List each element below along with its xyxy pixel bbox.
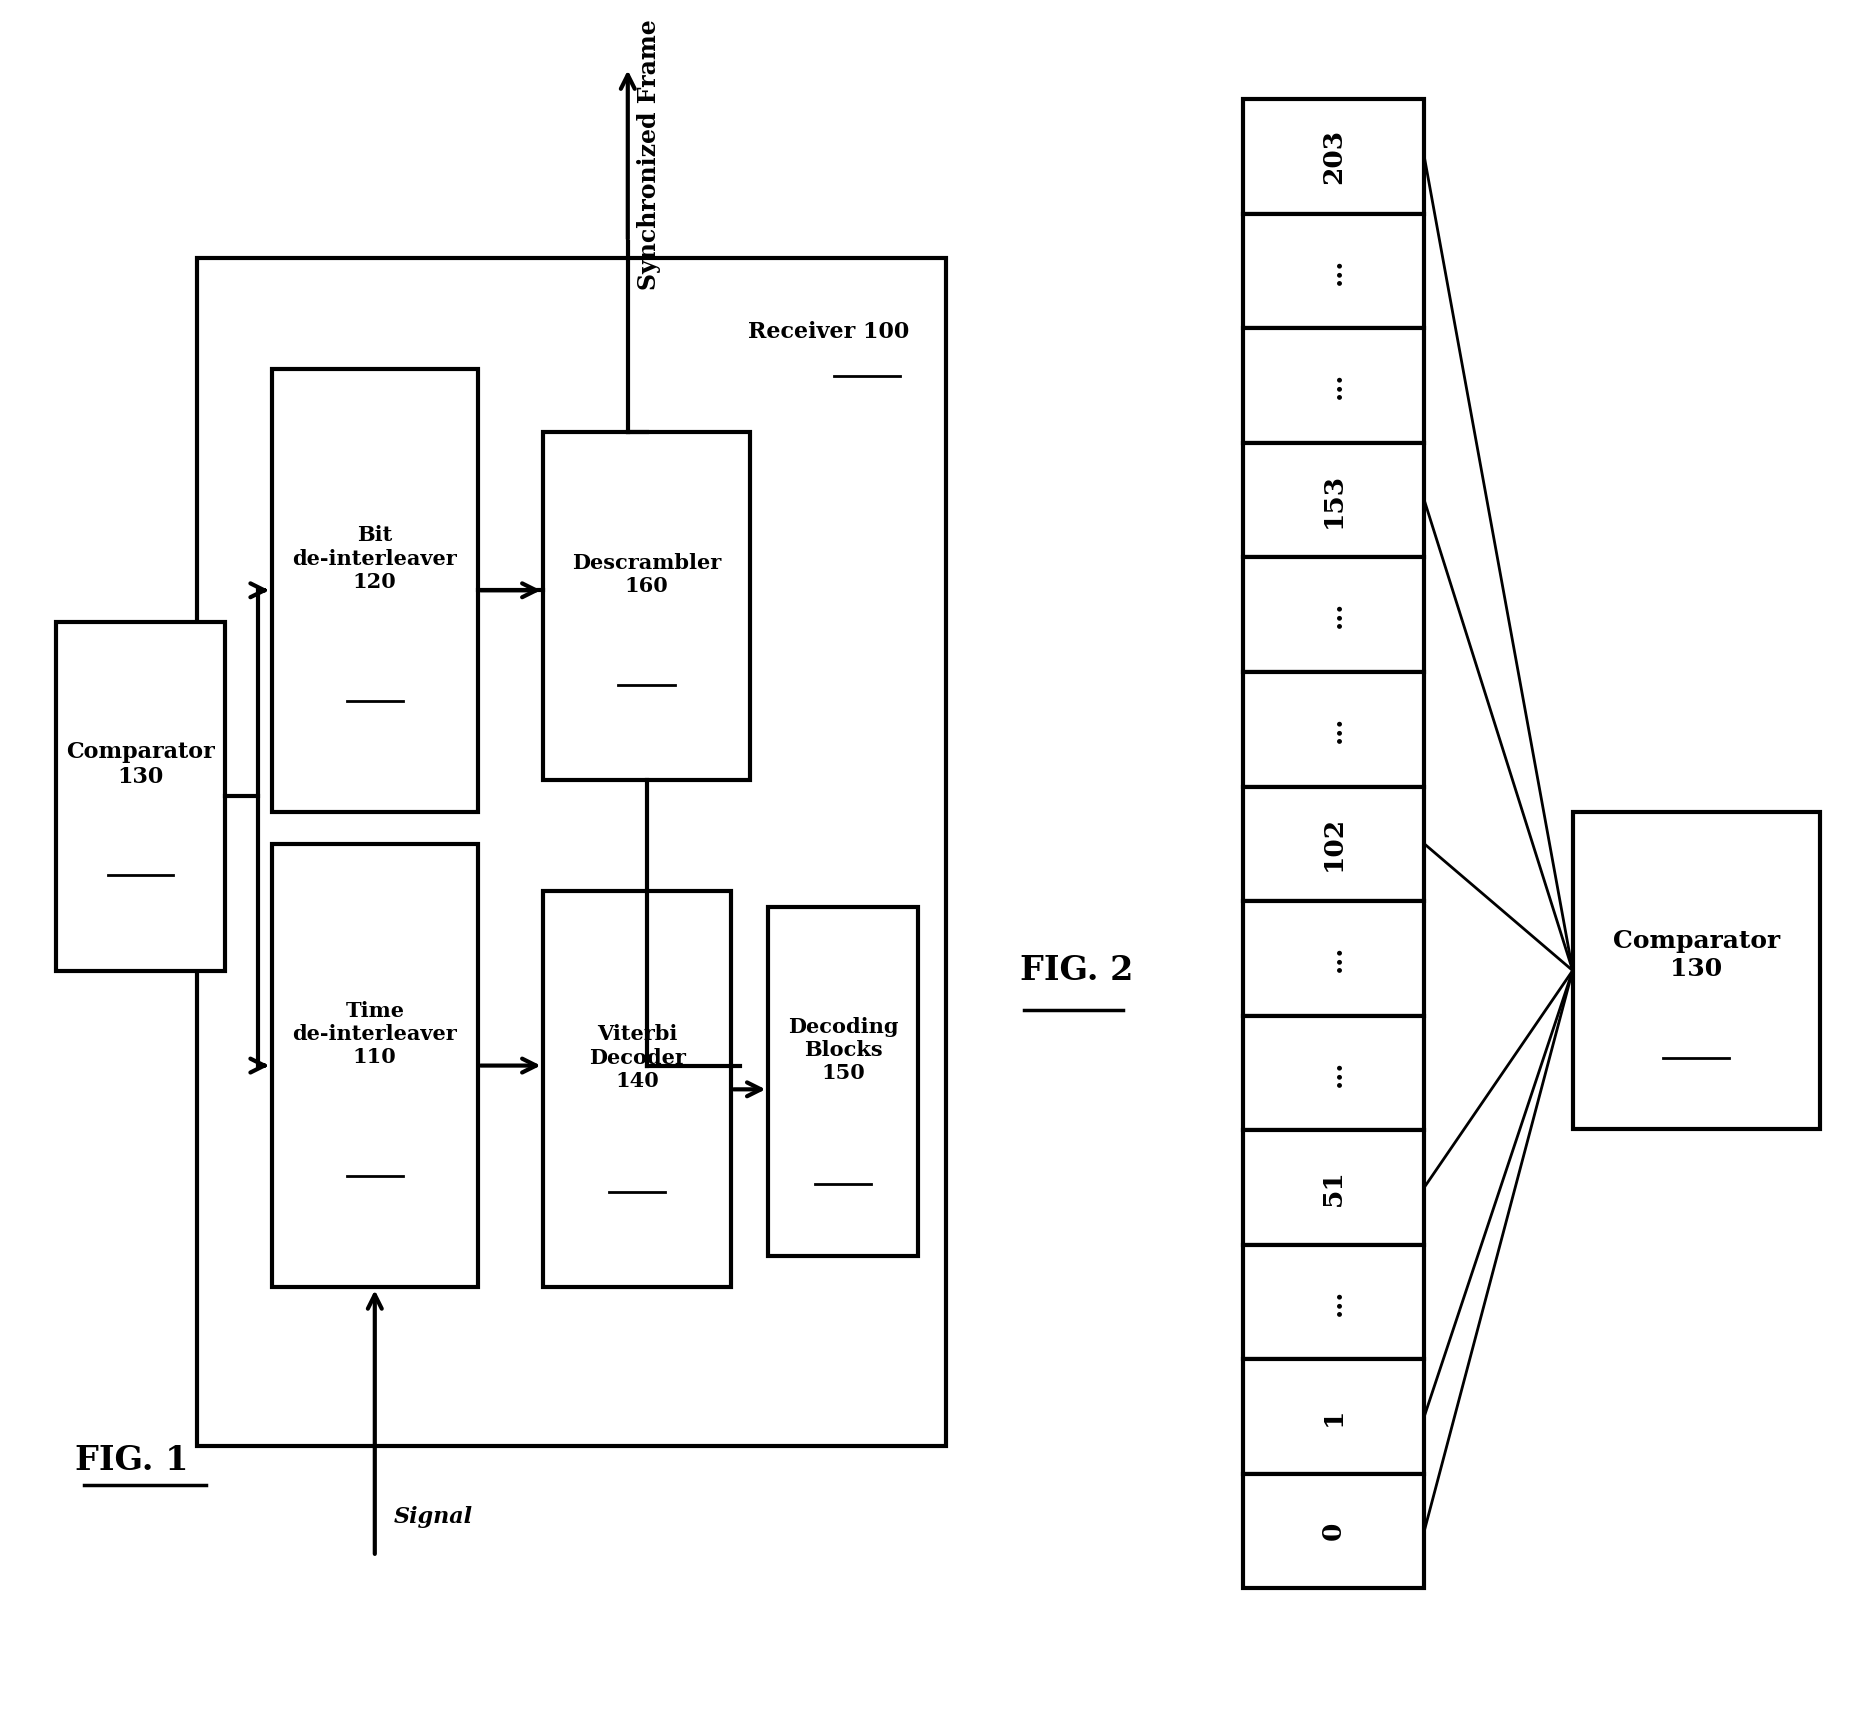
Bar	[543, 892, 730, 1288]
Bar	[543, 432, 749, 780]
Text: 0: 0	[1320, 1522, 1345, 1539]
Bar	[1242, 1245, 1423, 1359]
Text: Synchronized Frame: Synchronized Frame	[637, 19, 661, 289]
Text: 51: 51	[1320, 1169, 1345, 1205]
Text: ...: ...	[1320, 601, 1345, 629]
Bar	[1242, 443, 1423, 558]
Bar	[1242, 901, 1423, 1016]
Bar	[1242, 1130, 1423, 1245]
Text: Decoding
Blocks
150: Decoding Blocks 150	[789, 1016, 897, 1083]
Text: ...: ...	[1320, 1288, 1345, 1316]
Text: Signal: Signal	[393, 1507, 472, 1527]
Bar	[1242, 329, 1423, 443]
Bar	[1242, 1016, 1423, 1130]
Text: ...: ...	[1320, 1059, 1345, 1087]
Text: Descrambler
160: Descrambler 160	[571, 553, 721, 596]
Text: FIG. 2: FIG. 2	[1019, 954, 1133, 987]
Text: Time
de-interleaver
110: Time de-interleaver 110	[292, 1000, 457, 1068]
Bar	[1242, 558, 1423, 672]
Bar	[197, 258, 946, 1446]
Bar	[272, 844, 478, 1288]
Text: Receiver 100: Receiver 100	[747, 320, 908, 343]
Text: 1: 1	[1320, 1407, 1345, 1426]
Bar	[1242, 1359, 1423, 1474]
Text: ...: ...	[1320, 716, 1345, 742]
Text: ...: ...	[1320, 372, 1345, 400]
Bar	[768, 907, 918, 1255]
Text: 203: 203	[1320, 129, 1345, 184]
Text: 102: 102	[1320, 816, 1345, 871]
Text: FIG. 1: FIG. 1	[75, 1445, 189, 1477]
Bar	[56, 622, 225, 971]
Bar	[1242, 672, 1423, 787]
Bar	[1242, 1474, 1423, 1588]
Text: Bit
de-interleaver
120: Bit de-interleaver 120	[292, 525, 457, 592]
Bar	[272, 369, 478, 813]
Bar	[1571, 813, 1819, 1130]
Bar	[1242, 100, 1423, 214]
Text: ...: ...	[1320, 257, 1345, 284]
Text: Viterbi
Decoder
140: Viterbi Decoder 140	[588, 1025, 686, 1090]
Text: 153: 153	[1320, 472, 1345, 527]
Text: Comparator
130: Comparator 130	[1613, 928, 1779, 980]
Bar	[1242, 787, 1423, 901]
Bar	[1242, 214, 1423, 329]
Text: Comparator
130: Comparator 130	[66, 740, 215, 789]
Text: ...: ...	[1320, 945, 1345, 971]
